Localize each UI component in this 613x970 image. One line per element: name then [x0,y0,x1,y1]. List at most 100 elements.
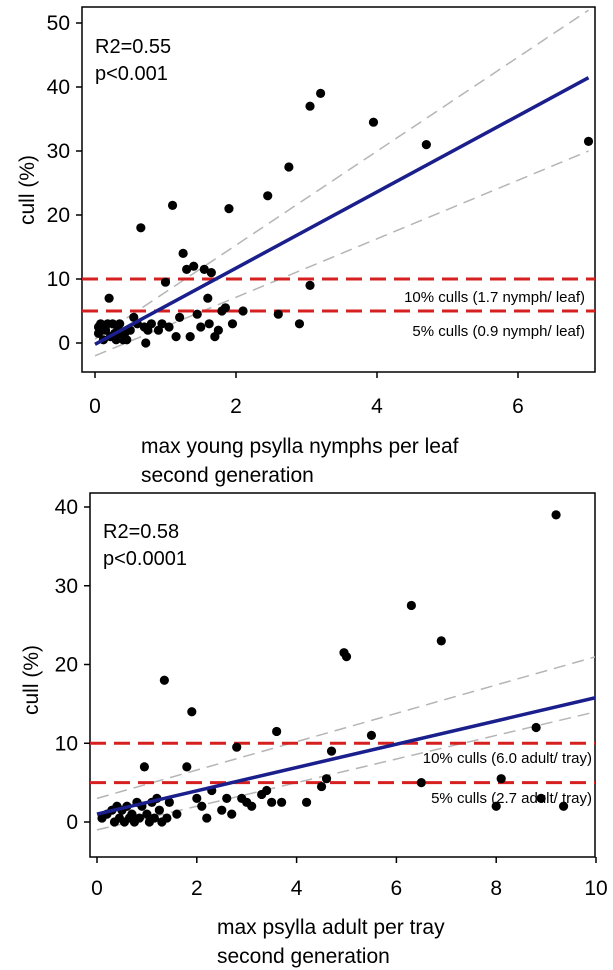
data-point [220,303,231,313]
x-axis-label-line2: second generation [141,464,314,487]
confidence-band-lower [94,150,589,357]
y-tick-label: 50 [47,12,70,35]
data-point [326,746,337,756]
data-point [157,319,167,329]
data-point [551,510,561,520]
y-tick-label: 20 [55,654,78,677]
data-point [136,223,146,233]
y-tick-label: 40 [47,76,70,99]
data-point [189,261,199,271]
p-value-label: p<0.0001 [103,548,187,570]
data-point [139,762,150,772]
data-point [213,325,223,335]
confidence-band-upper [94,9,589,340]
data-point [146,319,156,329]
data-point [134,813,145,823]
regression-line [94,76,590,346]
y-tick-label: 20 [47,204,70,227]
chart-nymphs-vs-cull: 0 10 20 30 40 50 0 2 4 6 R2=0.55 p<0.001 10% cul… [16,6,596,487]
confidence-band [94,9,589,357]
data-point [149,813,159,823]
y-tick-label: 10 [47,268,70,291]
x-tick-label: 6 [391,877,403,900]
x-axis-label-line1: max psylla adult per tray [217,916,445,939]
y-axis-label: cull (%) [20,645,43,715]
data-point [204,319,214,329]
data-point [316,88,326,98]
y-tick-label: 40 [55,496,78,519]
x-axis-label-line1: max young psylla nymphs per leaf [141,435,459,458]
x-axis-label-line2: second generation [217,945,390,968]
data-point [316,781,327,792]
data-points [97,510,569,827]
data-point [284,162,294,172]
reference-lines [90,741,595,785]
data-point [267,797,277,807]
x-tick-label: 8 [490,877,502,900]
data-point [164,322,174,332]
data-point [196,322,206,332]
data-point [272,726,282,737]
data-point [536,793,546,803]
data-point [203,293,213,303]
data-point [192,309,202,319]
data-point [321,774,332,784]
x-tick-label: 0 [89,395,101,418]
data-point [115,319,125,329]
data-point [185,332,195,342]
confidence-band [96,656,595,831]
data-point [222,793,232,803]
data-point [142,809,152,819]
data-point [175,312,185,322]
data-point [491,801,501,811]
data-point [305,280,315,290]
data-point [224,204,234,214]
data-point [141,338,151,348]
data-point [199,264,209,274]
data-point [164,797,174,807]
regression-line-path [96,696,595,816]
plot-frame [81,6,596,373]
x-axis-ticks: 0 2 4 6 [89,372,524,418]
data-point [227,809,237,819]
chart-adults-vs-cull: 0 10 20 30 40 0 2 4 6 8 10 R2=0.58 p<0.0001 10% c… [20,492,608,968]
data-point [263,191,273,201]
x-tick-label: 2 [191,877,203,900]
data-point [122,335,132,345]
data-point [192,793,202,803]
data-point [227,319,238,329]
data-point [247,801,257,811]
data-point [160,277,171,287]
data-point [341,652,352,662]
y-tick-label: 30 [47,140,70,163]
ref-line-label-5: 5% culls (0.9 nymph/ leaf) [412,323,585,340]
data-point [368,117,379,127]
x-tick-label: 2 [230,395,242,418]
data-point [421,140,431,150]
data-point [277,797,287,807]
x-tick-label: 0 [91,877,103,900]
data-point [127,809,137,819]
data-point [104,293,114,303]
y-axis-label: cull (%) [16,155,39,225]
data-point [305,101,315,111]
regression-line-path [94,76,590,346]
y-tick-label: 0 [58,332,70,355]
x-axis-ticks: 0 2 4 6 8 10 [91,857,608,900]
data-point [273,309,283,319]
plot-frame [89,492,596,858]
data-point [182,264,192,274]
data-point [206,268,216,278]
data-point [301,797,312,807]
ref-line-label-10: 10% culls (6.0 adult/ tray) [423,750,592,767]
data-point [406,600,416,611]
data-point [232,742,242,752]
confidence-band-lower [96,711,595,831]
data-point [217,805,227,815]
data-point [202,813,212,823]
data-point [583,136,594,146]
x-tick-label: 6 [512,395,524,418]
r2-label: R2=0.58 [103,521,179,543]
data-point [416,778,426,788]
